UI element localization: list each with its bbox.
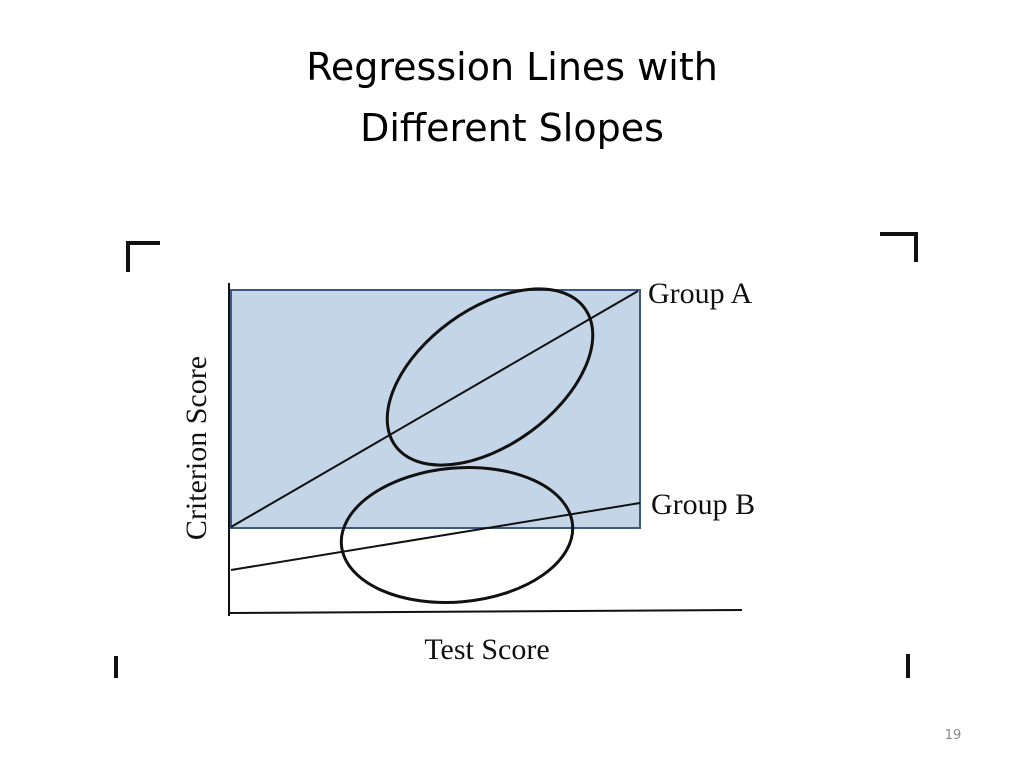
scatter-ellipse-b — [339, 465, 575, 605]
line-label: Group B — [651, 488, 755, 521]
x-axis-label: Test Score — [424, 633, 549, 666]
corner-mark — [880, 232, 918, 262]
regression-line-a — [230, 290, 639, 528]
line-label: Group A — [648, 277, 753, 310]
diagram — [114, 232, 918, 678]
page-number: 19 — [945, 728, 962, 743]
title-line: Different Slopes — [360, 106, 664, 150]
x-axis — [228, 609, 743, 614]
y-axis-label: Criterion Score — [180, 356, 213, 540]
regression-line-b — [230, 502, 641, 571]
scatter-ellipse-a — [385, 287, 595, 467]
title-line: Regression Lines with — [306, 45, 718, 89]
corner-mark — [126, 241, 160, 272]
